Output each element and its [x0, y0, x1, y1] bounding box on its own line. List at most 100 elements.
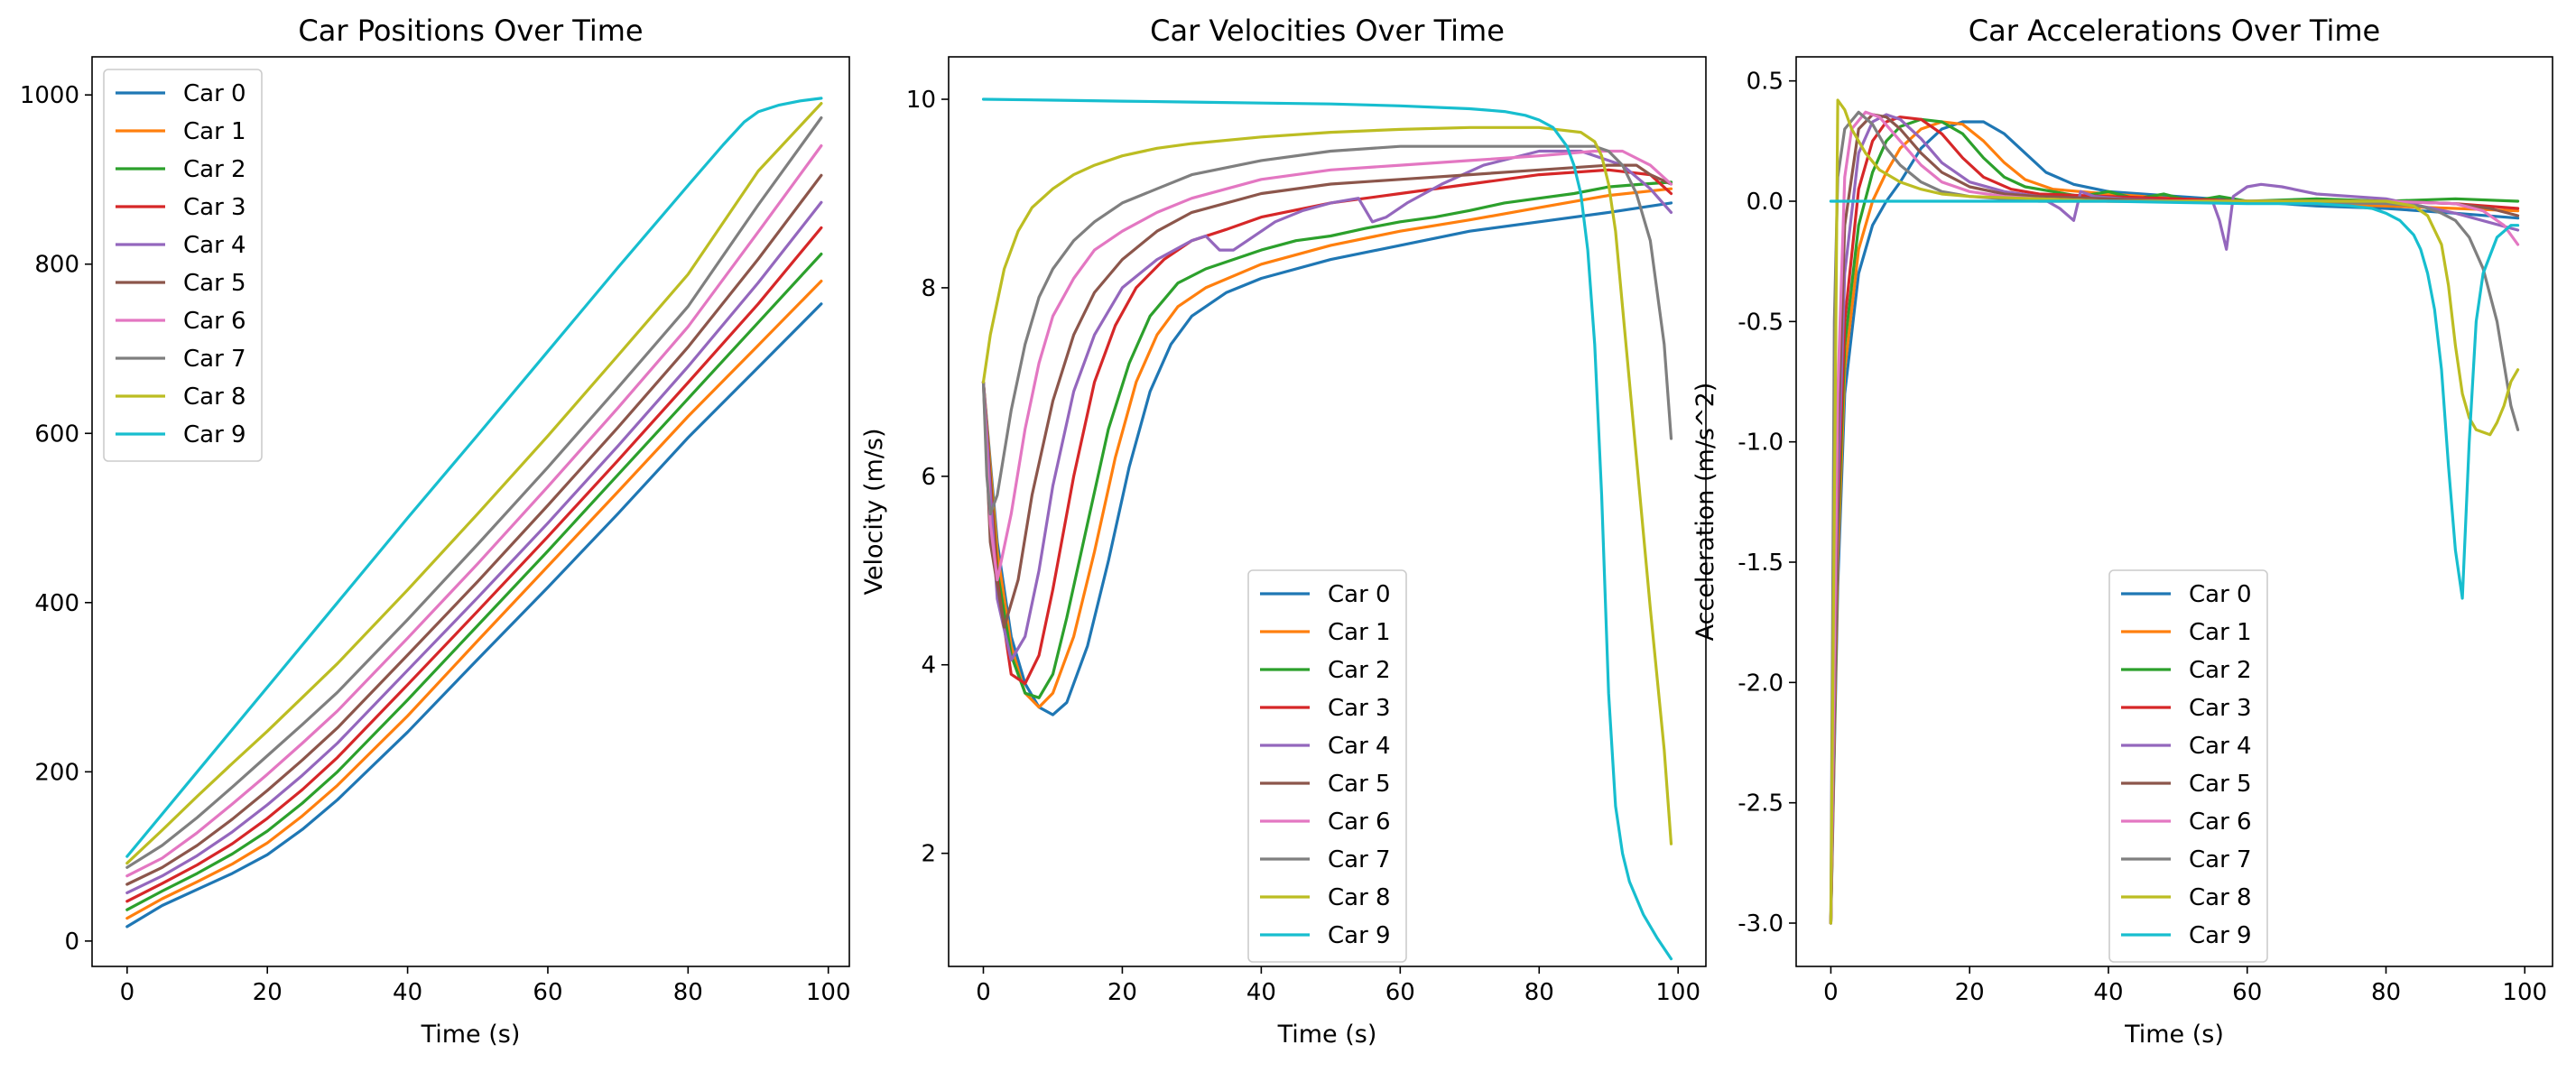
y-tick-label: 8 — [921, 275, 936, 302]
x-axis-label: Time (s) — [1277, 1021, 1377, 1049]
legend-item: Car 1 — [1260, 619, 1391, 646]
x-tick-label: 80 — [1524, 979, 1554, 1006]
y-tick-label: 0 — [64, 929, 79, 956]
y-axis-label: Velocity (m/s) — [860, 428, 888, 595]
legend: Car 0 Car 1 Car 2 Car 3 Car 4 Car 5 Car 6 Car 7… — [2108, 569, 2268, 963]
y-tick-label: -2.0 — [1737, 670, 1784, 697]
x-axis-label: Time (s) — [2124, 1021, 2224, 1049]
x-tick-label: 20 — [1955, 979, 1985, 1006]
legend-label: Car 9 — [1328, 922, 1391, 949]
x-tick-label: 20 — [253, 979, 283, 1006]
legend-label: Car 4 — [1328, 733, 1391, 760]
legend-item: Car 1 — [116, 118, 246, 145]
series-line-car-9 — [981, 97, 1673, 961]
legend-label: Car 6 — [183, 308, 246, 335]
legend-item: Car 7 — [2121, 846, 2252, 873]
legend-item: Car 6 — [2121, 809, 2252, 836]
series-line-car-8 — [1829, 98, 2520, 925]
x-tick-label: 40 — [2093, 979, 2123, 1006]
legend-item: Car 9 — [116, 421, 246, 448]
legend-label: Car 2 — [2189, 657, 2252, 684]
y-tick-label: 0.5 — [1747, 69, 1784, 96]
y-tick-label: 0.0 — [1747, 189, 1784, 216]
series-line-car-1 — [981, 187, 1673, 709]
legend-label: Car 8 — [1328, 884, 1391, 911]
legend-item: Car 8 — [1260, 884, 1391, 911]
series-line-car-5 — [125, 173, 823, 886]
legend-label: Car 4 — [2189, 733, 2252, 760]
x-tick-label: 20 — [1107, 979, 1137, 1006]
chart-title: Car Velocities Over Time — [1150, 14, 1505, 48]
x-axis-label: Time (s) — [421, 1021, 521, 1049]
chart-3: Car Accelerations Over Time 0 20 40 60 80 100 0… — [1691, 14, 2553, 1049]
series-line-car-9 — [125, 97, 823, 858]
legend-item: Car 7 — [1260, 846, 1391, 873]
x-tick-label: 100 — [2502, 979, 2547, 1006]
legend-item: Car 4 — [1260, 733, 1391, 760]
x-tick-label: 100 — [806, 979, 851, 1006]
legend-label: Car 2 — [183, 156, 246, 183]
legend-label: Car 3 — [2189, 695, 2252, 722]
x-tick-label: 40 — [393, 979, 422, 1006]
y-tick-label: -1.0 — [1737, 430, 1784, 457]
y-tick-label: -3.0 — [1737, 910, 1784, 938]
legend-label: Car 7 — [2189, 846, 2252, 873]
series-line-car-4 — [981, 149, 1673, 662]
x-tick-label: 0 — [976, 979, 991, 1006]
series-line-car-6 — [125, 143, 823, 878]
legend-item: Car 2 — [2121, 657, 2252, 684]
series-line-car-2 — [125, 252, 823, 911]
x-tick-label: 40 — [1246, 979, 1276, 1006]
legend-label: Car 3 — [1328, 695, 1391, 722]
legend: Car 0 Car 1 Car 2 Car 3 Car 4 Car 5 Car 6 Car 7… — [103, 69, 263, 462]
series-line-car-4 — [125, 200, 823, 894]
x-tick-label: 60 — [1385, 979, 1415, 1006]
y-tick-label: -0.5 — [1737, 309, 1784, 336]
plot-frame — [91, 56, 850, 967]
y-tick-label: -2.5 — [1737, 790, 1784, 818]
legend-item: Car 0 — [116, 80, 246, 107]
y-tick-label: 10 — [906, 87, 936, 114]
x-tick-label: 60 — [2232, 979, 2262, 1006]
legend-label: Car 9 — [183, 421, 246, 448]
series-line-car-8 — [125, 102, 823, 865]
x-tick-label: 0 — [1823, 979, 1839, 1006]
legend-item: Car 2 — [116, 156, 246, 183]
legend-item: Car 3 — [116, 194, 246, 221]
legend-label: Car 7 — [183, 346, 246, 373]
x-tick-label: 100 — [1655, 979, 1700, 1006]
series-line-car-3 — [981, 168, 1673, 686]
series-line-car-7 — [125, 116, 823, 869]
legend-label: Car 0 — [1328, 581, 1391, 608]
legend-item: Car 6 — [1260, 809, 1391, 836]
legend-label: Car 5 — [2189, 771, 2252, 798]
y-tick-label: -1.5 — [1737, 550, 1784, 577]
y-tick-label: 600 — [34, 420, 79, 448]
legend-item: Car 1 — [2121, 619, 2252, 646]
series-line-car-2 — [981, 180, 1673, 699]
chart-2: Car Velocities Over Time 0 20 40 60 80 100 2 4 6 8… — [860, 14, 1707, 1049]
x-tick-label: 80 — [2371, 979, 2401, 1006]
series-line-car-0 — [981, 201, 1673, 716]
legend-item: Car 5 — [116, 270, 246, 297]
series-line-car-5 — [981, 163, 1673, 629]
x-tick-label: 60 — [533, 979, 562, 1006]
series-line-car-9 — [1829, 199, 2520, 600]
legend-item: Car 4 — [116, 232, 246, 259]
legend-item: Car 3 — [2121, 695, 2252, 722]
y-tick-label: 800 — [34, 252, 79, 279]
y-tick-label: 2 — [921, 841, 936, 868]
plot-frame — [948, 56, 1707, 967]
series-line-car-7 — [981, 144, 1673, 516]
x-tick-label: 0 — [120, 979, 135, 1006]
chart-title: Car Accelerations Over Time — [1969, 14, 2380, 48]
legend-item: Car 5 — [1260, 771, 1391, 798]
legend-label: Car 3 — [183, 194, 246, 221]
legend-item: Car 8 — [116, 384, 246, 411]
legend-label: Car 8 — [183, 384, 246, 411]
y-tick-label: 6 — [921, 464, 936, 491]
legend-label: Car 0 — [183, 80, 246, 107]
y-axis-label: Acceleration (m/s^2) — [1691, 383, 1719, 642]
